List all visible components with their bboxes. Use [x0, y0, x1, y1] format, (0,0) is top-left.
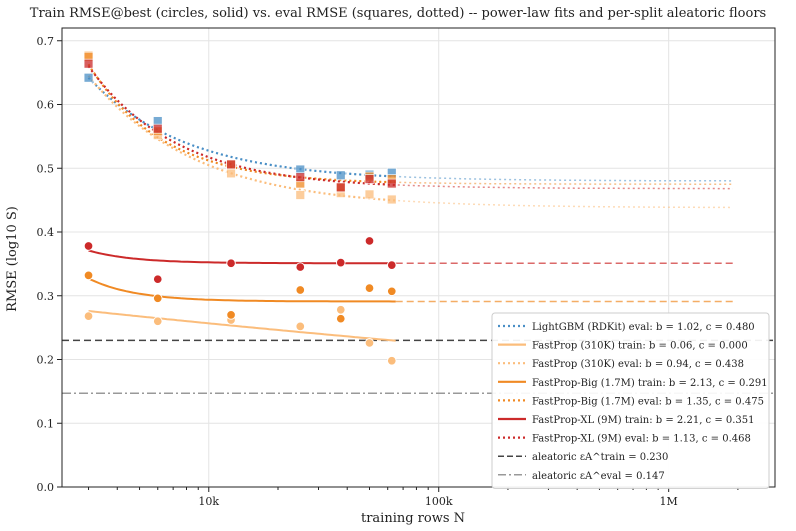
legend: LightGBM (RDKit) eval: b = 1.02, c = 0.4… [491, 312, 770, 489]
y-tick-label: 0.2 [37, 354, 55, 367]
y-tick-label: 0.4 [37, 226, 55, 239]
plot-frame [61, 27, 776, 488]
legend-label: aleatoric εA^train = 0.230 [532, 452, 668, 463]
train-fit-curve [88, 310, 396, 342]
legend-label: LightGBM (RDKit) eval: b = 1.02, c = 0.4… [532, 322, 755, 333]
y-tick-label: 0.0 [37, 481, 55, 494]
eval-point [295, 172, 306, 183]
eval-fit-curve [87, 65, 396, 186]
x-tick-label: 100k [425, 495, 453, 508]
x-axis-label: training rows N [361, 511, 465, 526]
train-point [336, 305, 346, 315]
train-point [153, 293, 163, 304]
train-point [83, 270, 94, 281]
legend-label: aleatoric εA^eval = 0.147 [532, 471, 665, 482]
eval-point [226, 168, 236, 179]
x-tick-label: 10k [198, 495, 219, 508]
train-point [387, 356, 397, 366]
legend-label: FastProp-XL (9M) train: b = 2.21, c = 0.… [532, 415, 755, 426]
train-point [295, 285, 306, 295]
x-tick-label: 1M [660, 495, 678, 508]
legend-label: FastProp (310K) train: b = 0.06, c = 0.0… [532, 341, 748, 352]
y-tick-label: 0.5 [37, 162, 55, 175]
eval-point [152, 123, 163, 134]
eval-point [364, 174, 375, 184]
train-point [226, 310, 236, 320]
train-point [83, 241, 94, 251]
train-point [83, 311, 94, 321]
y-tick-label: 0.7 [37, 35, 55, 48]
train-point [295, 262, 306, 272]
eval-fit-curve-faint [87, 63, 733, 185]
eval-point [386, 194, 397, 205]
train-point [153, 316, 163, 327]
eval-fit-curve [87, 63, 396, 184]
eval-point [226, 159, 236, 170]
train-point [153, 274, 163, 284]
train-point [387, 260, 397, 270]
train-point [364, 283, 375, 293]
train-fit-curve [88, 249, 396, 265]
eval-point [335, 182, 346, 193]
x-axis-label-text: training rows N [361, 511, 465, 526]
legend-label: FastProp-Big (1.7M) train: b = 2.13, c =… [532, 378, 768, 389]
x-ticks: 10k 100k 1M [88, 487, 739, 508]
y-tick-label: 0.3 [37, 290, 55, 303]
y-axis-label: RMSE (log10 S) [5, 206, 20, 312]
legend-label: FastProp (310K) eval: b = 0.94, c = 0.43… [532, 359, 744, 370]
train-point [364, 236, 375, 246]
train-point [387, 286, 397, 297]
y-tick-label: 0.1 [37, 417, 55, 430]
train-point [226, 258, 236, 268]
legend-label: FastProp-Big (1.7M) eval: b = 1.35, c = … [532, 396, 764, 407]
eval-fit-curve-faint [87, 77, 733, 182]
eval-point [295, 190, 306, 200]
data-points [83, 50, 397, 366]
legend-box [491, 312, 770, 489]
train-point [295, 321, 306, 332]
y-ticks: 0.0 0.1 0.2 0.3 0.4 0.5 0.6 0.7 [37, 35, 62, 494]
train-point [336, 257, 346, 268]
eval-fit-curve-faint [87, 75, 733, 209]
eval-point [335, 170, 346, 181]
eval-fit-curve [87, 76, 396, 178]
eval-fit-curve-faint [87, 65, 733, 190]
train-fit-curve [88, 277, 396, 303]
eval-point [364, 189, 375, 200]
eval-point [386, 178, 397, 189]
train-point [364, 338, 375, 348]
fit-curves [87, 63, 733, 342]
eval-point [83, 58, 94, 69]
eval-point [83, 72, 94, 83]
y-tick-label: 0.6 [37, 99, 55, 112]
chart-title: Train RMSE@best (circles, solid) vs. eva… [30, 6, 766, 21]
legend-label: FastProp-XL (9M) eval: b = 1.13, c = 0.4… [532, 434, 751, 445]
train-point [336, 313, 346, 324]
